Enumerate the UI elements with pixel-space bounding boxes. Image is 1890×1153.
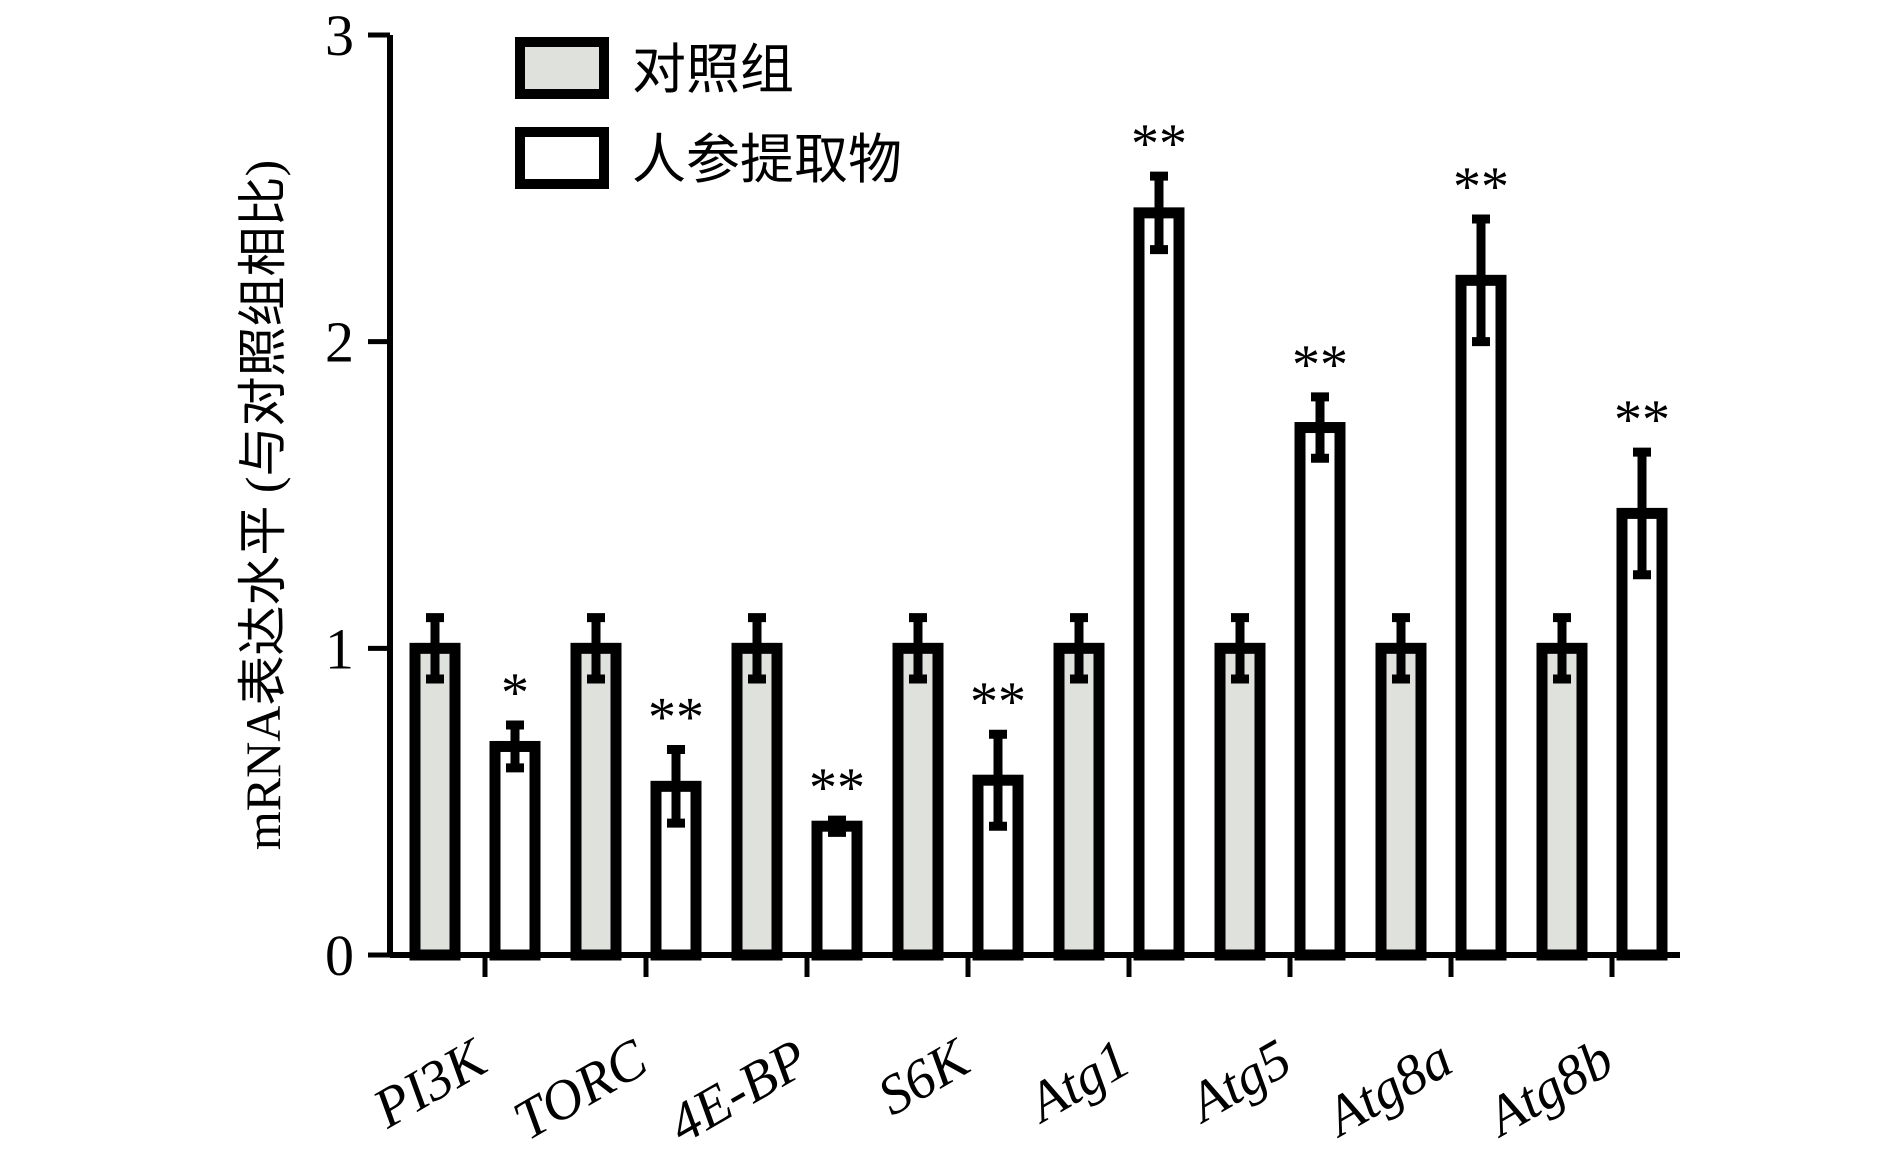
bar-ginseng-Atg8b bbox=[1616, 507, 1668, 961]
bar-ginseng-4E-BP bbox=[811, 820, 863, 961]
x-tick-label-Atg5: Atg5 bbox=[1175, 1028, 1301, 1137]
bar-control-Atg1 bbox=[1053, 642, 1105, 961]
bar-control-PI3K bbox=[409, 642, 461, 961]
y-tick-label-2: 2 bbox=[325, 310, 354, 375]
bar-control-TORC bbox=[570, 642, 622, 961]
significance-label-S6K: ** bbox=[970, 671, 1026, 733]
legend-swatch-control bbox=[515, 37, 609, 99]
bar-control-Atg5 bbox=[1214, 642, 1266, 961]
bar-control-Atg8a bbox=[1375, 642, 1427, 961]
x-tick-label-Atg8a: Atg8a bbox=[1312, 1028, 1462, 1148]
x-tick-label-Atg8b: Atg8b bbox=[1473, 1028, 1623, 1148]
y-tick-label-1: 1 bbox=[325, 616, 354, 681]
significance-label-TORC: ** bbox=[648, 687, 704, 749]
bar-ginseng-PI3K bbox=[489, 740, 541, 961]
y-axis-title: mRNA表达水平 (与对照组相比) bbox=[235, 160, 291, 850]
y-tick-label-0: 0 bbox=[325, 923, 354, 988]
x-tick-label-4E-BP: 4E-BP bbox=[658, 1028, 818, 1148]
bar-ginseng-Atg1 bbox=[1133, 207, 1185, 961]
significance-label-Atg1: ** bbox=[1131, 113, 1187, 175]
bar-ginseng-Atg8a bbox=[1455, 274, 1507, 961]
significance-label-Atg8b: ** bbox=[1614, 389, 1670, 451]
x-tick-label-PI3K: PI3K bbox=[362, 1026, 499, 1141]
y-tick-label-3: 3 bbox=[325, 3, 354, 68]
significance-label-4E-BP: ** bbox=[809, 757, 865, 819]
bar-control-4E-BP bbox=[731, 642, 783, 961]
legend-label-ginseng: 人参提取物 bbox=[632, 130, 902, 190]
bar-ginseng-Atg5 bbox=[1294, 422, 1346, 961]
legend-label-control: 对照组 bbox=[632, 40, 794, 100]
legend-swatch-ginseng bbox=[515, 127, 609, 189]
bar-control-Atg8b bbox=[1536, 642, 1588, 961]
significance-label-Atg5: ** bbox=[1292, 334, 1348, 396]
significance-label-PI3K: * bbox=[501, 662, 529, 724]
x-tick-label-Atg1: Atg1 bbox=[1014, 1028, 1140, 1137]
bar-control-S6K bbox=[892, 642, 944, 961]
x-tick-label-TORC: TORC bbox=[503, 1027, 658, 1148]
x-tick-label-S6K: S6K bbox=[868, 1026, 982, 1128]
significance-label-Atg8a: ** bbox=[1453, 156, 1509, 218]
